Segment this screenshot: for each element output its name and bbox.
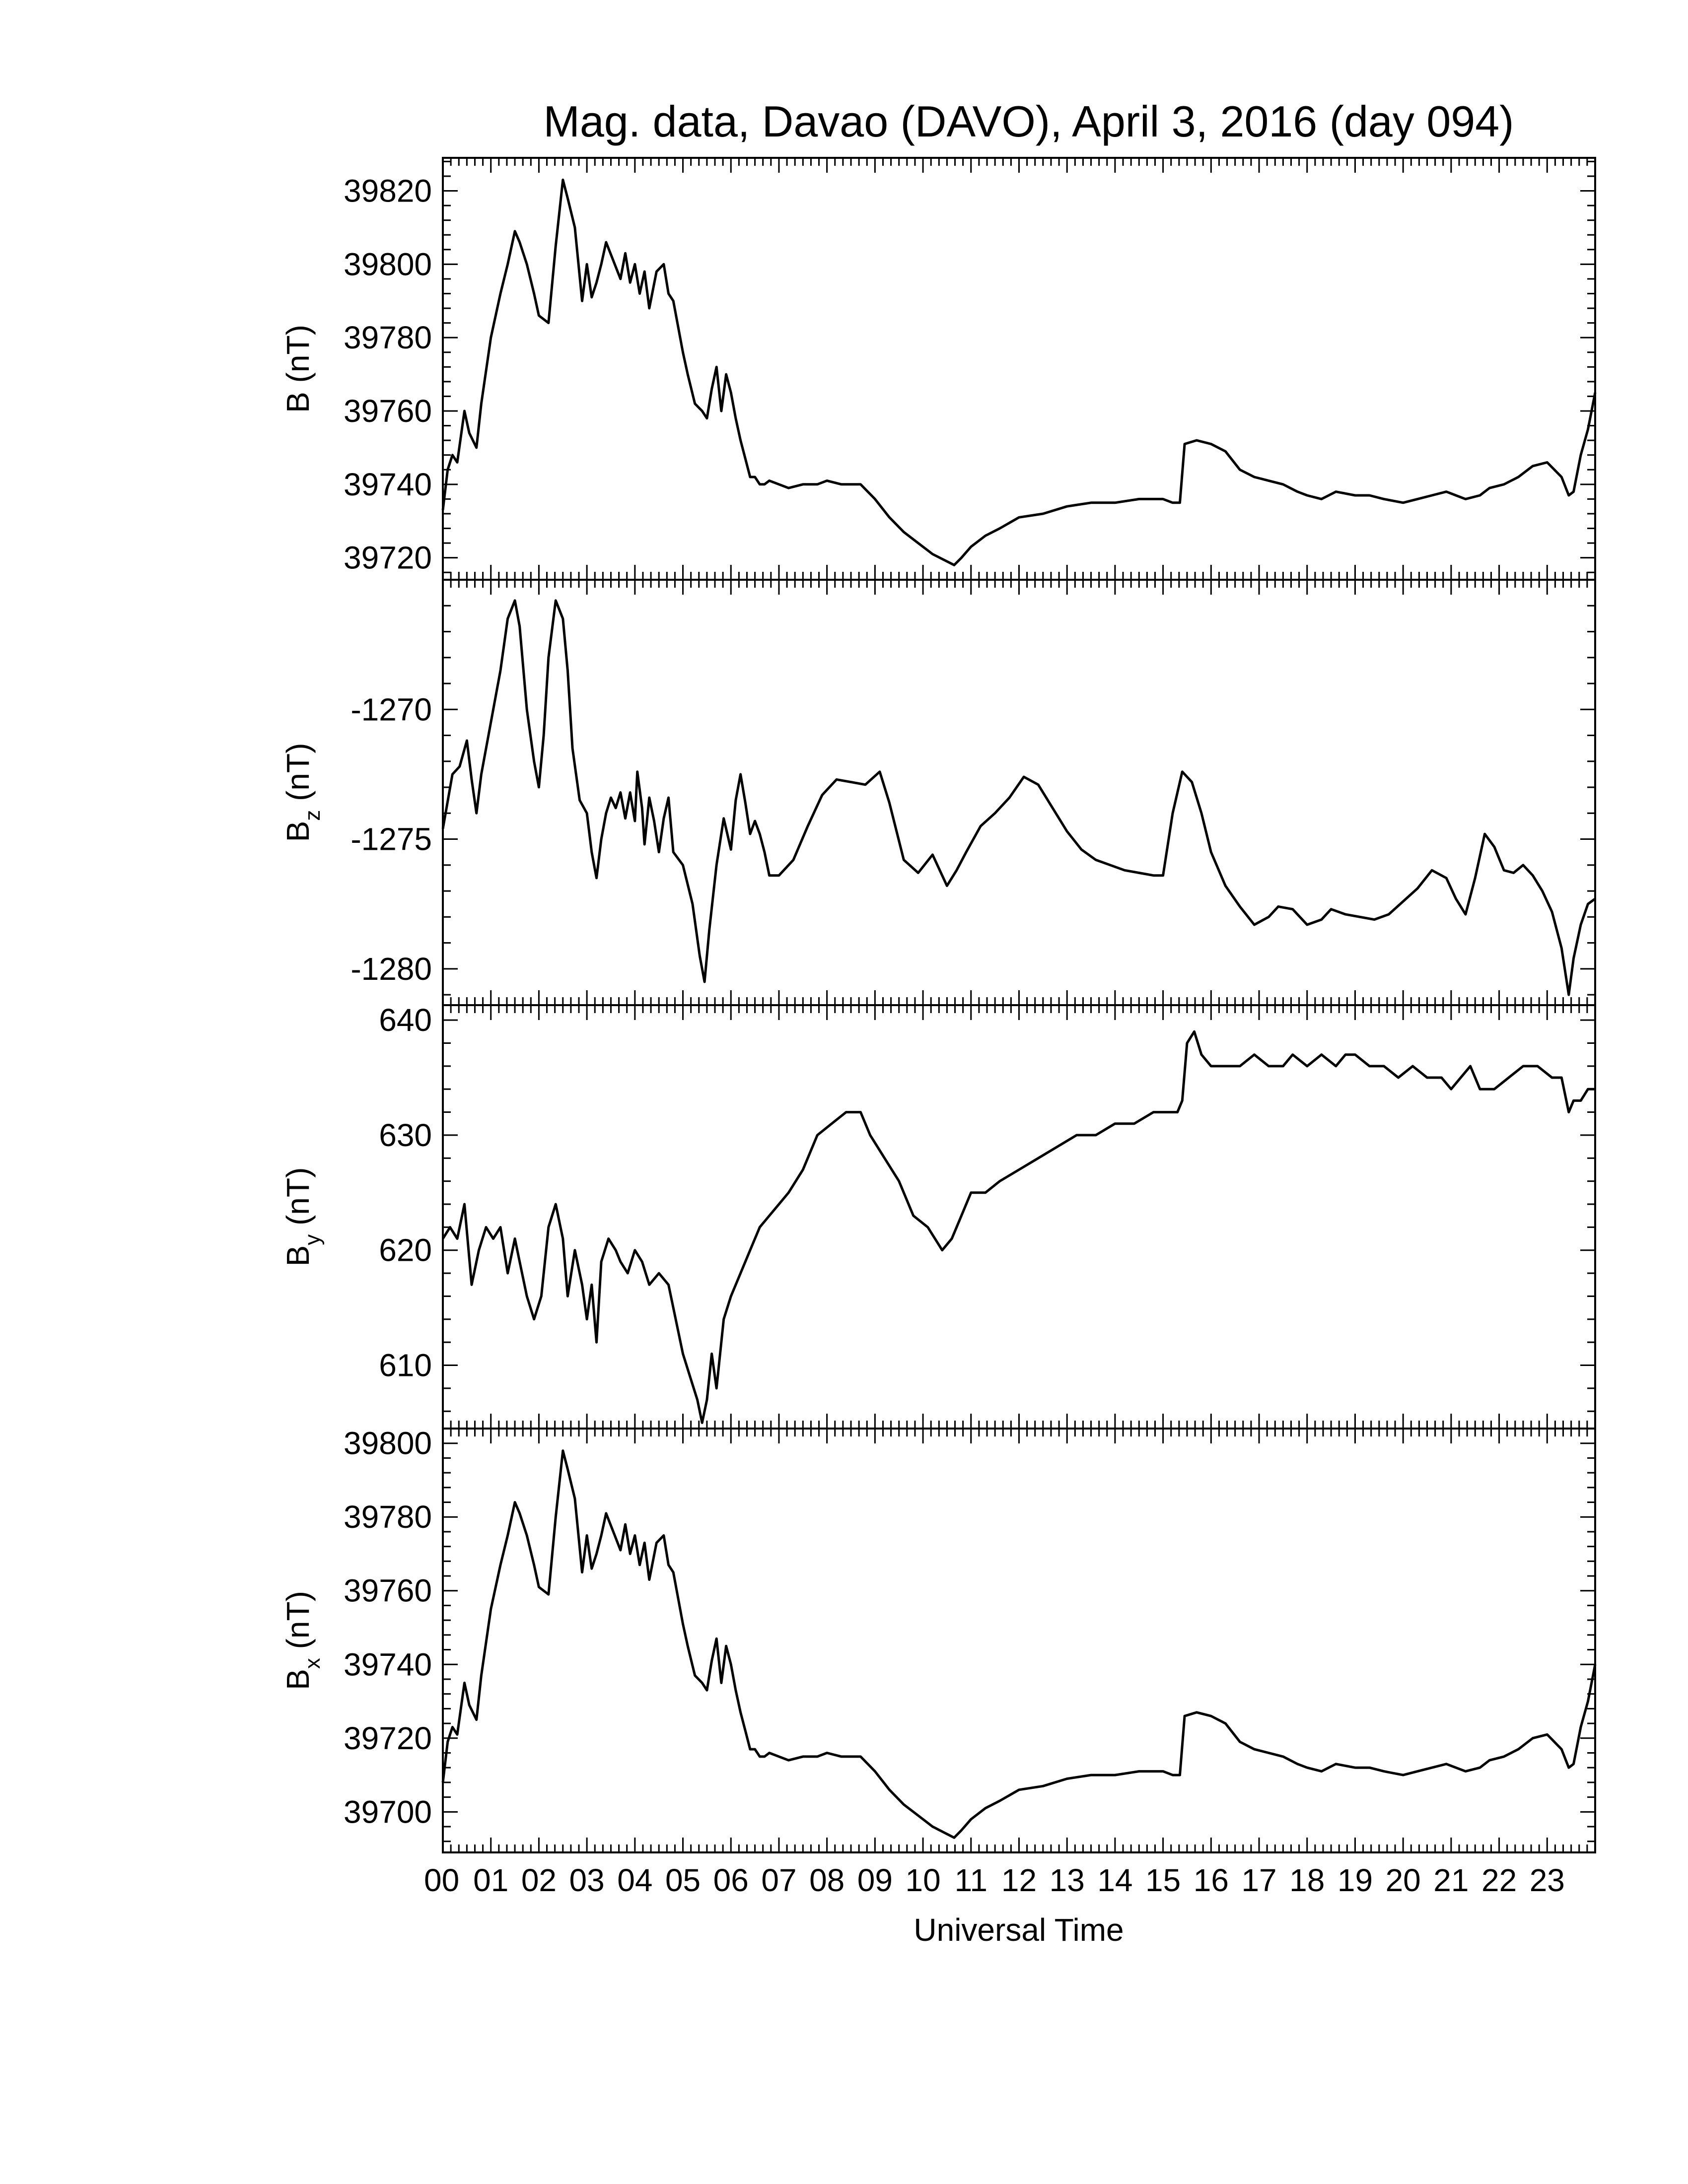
y-axis-label: B (nT)	[280, 325, 316, 413]
y-tick-label: 39780	[344, 1499, 432, 1535]
x-tick-label: 04	[617, 1862, 652, 1898]
series-line-Bz	[441, 599, 1596, 996]
y-tick-label: 610	[379, 1348, 432, 1383]
y-tick-label: 630	[379, 1117, 432, 1153]
y-tick-label: -1270	[351, 691, 432, 727]
x-tick-label: 12	[1001, 1862, 1037, 1898]
y-tick-label: 39780	[344, 320, 432, 355]
x-tick-label: 20	[1386, 1862, 1421, 1898]
y-tick-label: -1280	[351, 951, 432, 987]
x-tick-label: 16	[1194, 1862, 1229, 1898]
x-tick-label: 17	[1241, 1862, 1276, 1898]
y-tick-label: 39760	[344, 1573, 432, 1609]
x-tick-label: 15	[1145, 1862, 1181, 1898]
x-tick-label: 06	[713, 1862, 749, 1898]
y-tick-label: -1275	[351, 821, 432, 857]
x-tick-label: 09	[857, 1862, 893, 1898]
y-tick-label: 39800	[344, 1426, 432, 1461]
y-tick-label: 39760	[344, 393, 432, 429]
series-line-By	[441, 1030, 1595, 1424]
y-axis-label: Bz (nT)	[280, 743, 325, 842]
plot-panels: 39720 39740 39760 39780 39800 39820 B (nT) -128…	[280, 157, 1597, 1898]
x-tick-label: 13	[1050, 1862, 1085, 1898]
x-tick-label: 00	[424, 1862, 459, 1898]
x-tick-label: 14	[1097, 1862, 1132, 1898]
y-tick-label: 39740	[344, 1646, 432, 1682]
y-tick-label: 39700	[344, 1794, 432, 1830]
x-tick-label: 19	[1337, 1862, 1373, 1898]
x-tick-label: 23	[1530, 1862, 1565, 1898]
y-tick-label: 620	[379, 1232, 432, 1268]
y-tick-label: 640	[379, 1002, 432, 1038]
y-axis-label: By (nT)	[280, 1167, 325, 1267]
x-tick-label: 02	[521, 1862, 557, 1898]
y-tick-label: 39800	[344, 246, 432, 282]
series-line-Bx	[441, 1449, 1597, 1839]
y-axis-label: Bx (nT)	[280, 1591, 325, 1690]
x-tick-label: 01	[473, 1862, 508, 1898]
x-tick-label: 11	[955, 1862, 987, 1898]
panel-By: 610 620 630 640 By (nT)	[280, 1002, 1596, 1430]
x-tick-label: 08	[809, 1862, 844, 1898]
x-tick-label: 05	[665, 1862, 701, 1898]
y-tick-label: 39720	[344, 1720, 432, 1756]
x-tick-label: 03	[569, 1862, 605, 1898]
x-tick-label: 10	[905, 1862, 940, 1898]
panel-Bx: 39700 39720 39740 39760 39780 39800 Bx (nT)	[280, 1426, 1597, 1853]
y-tick-label: 39820	[344, 173, 432, 209]
x-tick-label: 22	[1481, 1862, 1517, 1898]
x-tick-label: 07	[761, 1862, 796, 1898]
panel-B: 39720 39740 39760 39780 39800 39820 B (nT)	[280, 157, 1597, 581]
series-line-B	[441, 178, 1597, 566]
chart-title: Mag. data, Davao (DAVO), April 3, 2016 (…	[544, 97, 1514, 146]
x-tick-label: 18	[1289, 1862, 1325, 1898]
x-tick-label: 21	[1433, 1862, 1469, 1898]
x-axis-label: Universal Time	[914, 1912, 1124, 1948]
y-tick-label: 39740	[344, 467, 432, 502]
y-tick-label: 39720	[344, 540, 432, 576]
